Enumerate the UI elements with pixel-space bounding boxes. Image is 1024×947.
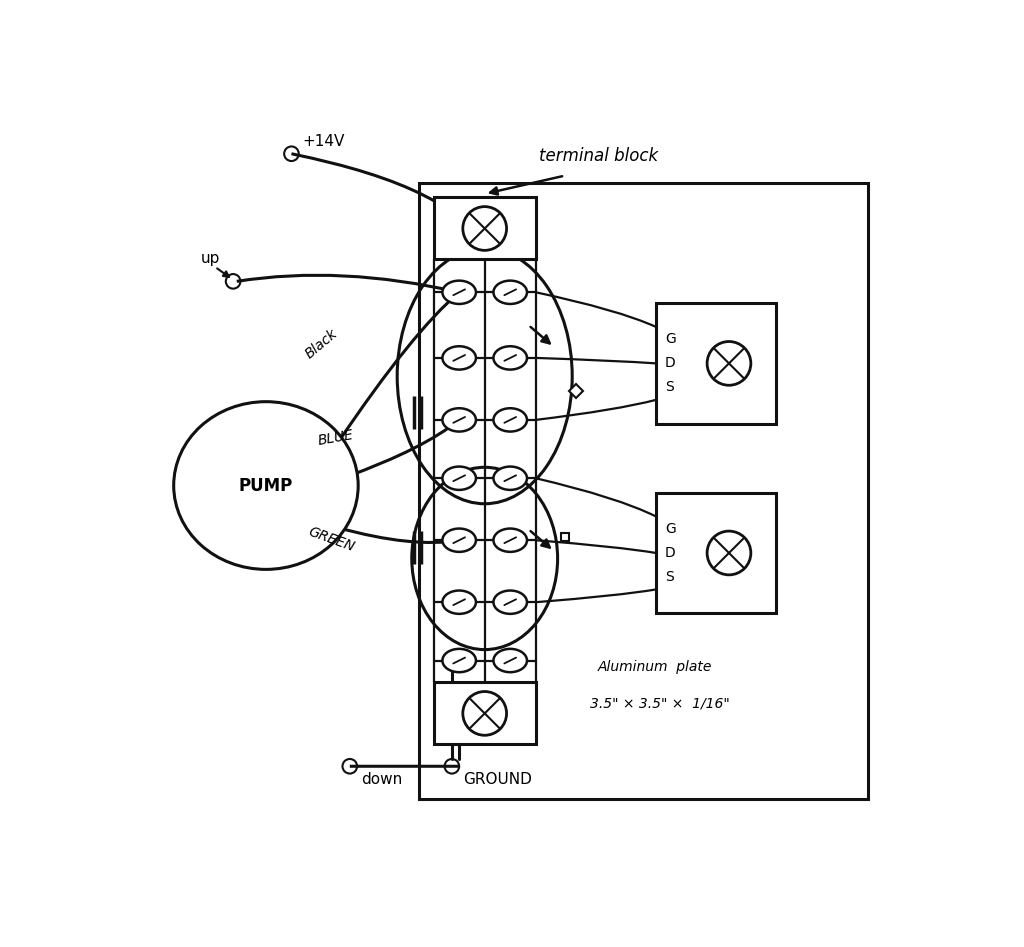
Circle shape (708, 342, 751, 385)
Text: S: S (665, 570, 674, 584)
Ellipse shape (174, 402, 358, 569)
Ellipse shape (442, 591, 476, 614)
Text: D: D (665, 546, 676, 560)
Text: D: D (665, 356, 676, 370)
Text: G: G (665, 522, 676, 536)
Ellipse shape (442, 467, 476, 490)
Ellipse shape (442, 347, 476, 369)
Ellipse shape (494, 649, 527, 672)
Bar (656, 492, 776, 613)
Ellipse shape (442, 649, 476, 672)
Circle shape (463, 206, 507, 250)
Text: down: down (360, 773, 402, 788)
Ellipse shape (494, 591, 527, 614)
Ellipse shape (442, 280, 476, 304)
Bar (656, 303, 776, 423)
Bar (433, 198, 536, 259)
Text: Black: Black (302, 326, 340, 361)
Ellipse shape (494, 467, 527, 490)
Text: terminal block: terminal block (540, 147, 658, 165)
Text: +14V: +14V (302, 134, 345, 150)
Text: PUMP: PUMP (239, 476, 293, 494)
Ellipse shape (494, 280, 527, 304)
Text: BLUE: BLUE (317, 428, 355, 449)
Text: GREEN: GREEN (306, 525, 356, 554)
Text: 3.5" × 3.5" ×  1/16": 3.5" × 3.5" × 1/16" (591, 697, 730, 711)
Ellipse shape (494, 408, 527, 432)
Text: GROUND: GROUND (463, 773, 531, 788)
Ellipse shape (494, 528, 527, 552)
Ellipse shape (442, 408, 476, 432)
Text: up: up (201, 251, 220, 266)
Ellipse shape (442, 528, 476, 552)
Ellipse shape (494, 347, 527, 369)
Bar (433, 683, 536, 744)
Text: S: S (665, 381, 674, 395)
Text: G: G (665, 332, 676, 347)
Circle shape (708, 531, 751, 575)
Text: Aluminum  plate: Aluminum plate (598, 660, 712, 674)
Bar (419, 183, 867, 799)
Circle shape (463, 691, 507, 735)
